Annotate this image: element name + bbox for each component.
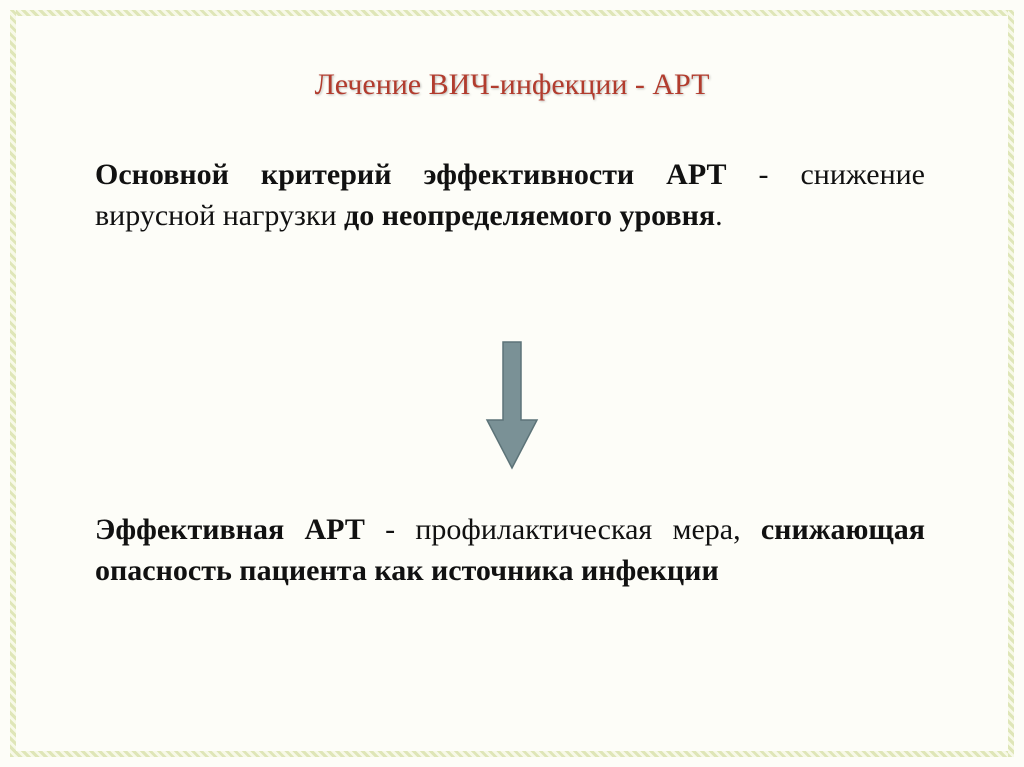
page-title: Лечение ВИЧ-инфекции - АРТ <box>0 68 1024 102</box>
para1-period: . <box>715 199 723 232</box>
para2-lead: Эффективная АРТ <box>95 513 365 546</box>
para1-tail: до неопределяемого уровня <box>344 199 715 232</box>
slide: Лечение ВИЧ-инфекции - АРТ Основной крит… <box>0 0 1024 767</box>
para1-lead: Основной критерий эффективности АРТ <box>95 158 727 191</box>
down-arrow-icon <box>483 340 541 470</box>
paragraph-criterion: Основной критерий эффективности АРТ - сн… <box>95 155 925 236</box>
border-bottom <box>10 751 1014 757</box>
arrow-container <box>0 340 1024 470</box>
border-top <box>10 10 1014 16</box>
paragraph-effective-art: Эффективная АРТ - профилактическая мера,… <box>95 510 925 591</box>
para2-mid: - профилактическая мера, <box>365 513 761 546</box>
